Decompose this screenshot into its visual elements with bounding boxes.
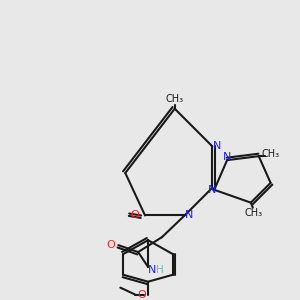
Text: N: N — [208, 185, 217, 195]
Text: N: N — [213, 141, 221, 151]
Text: O: O — [106, 240, 115, 250]
Text: N: N — [185, 211, 194, 220]
Text: O: O — [138, 290, 146, 300]
Text: CH₃: CH₃ — [245, 208, 263, 218]
Text: N: N — [223, 152, 231, 162]
Text: CH₃: CH₃ — [166, 94, 184, 104]
Text: N: N — [148, 265, 156, 275]
Text: CH₃: CH₃ — [262, 149, 280, 159]
Text: H: H — [156, 265, 164, 275]
Text: O: O — [131, 211, 140, 220]
